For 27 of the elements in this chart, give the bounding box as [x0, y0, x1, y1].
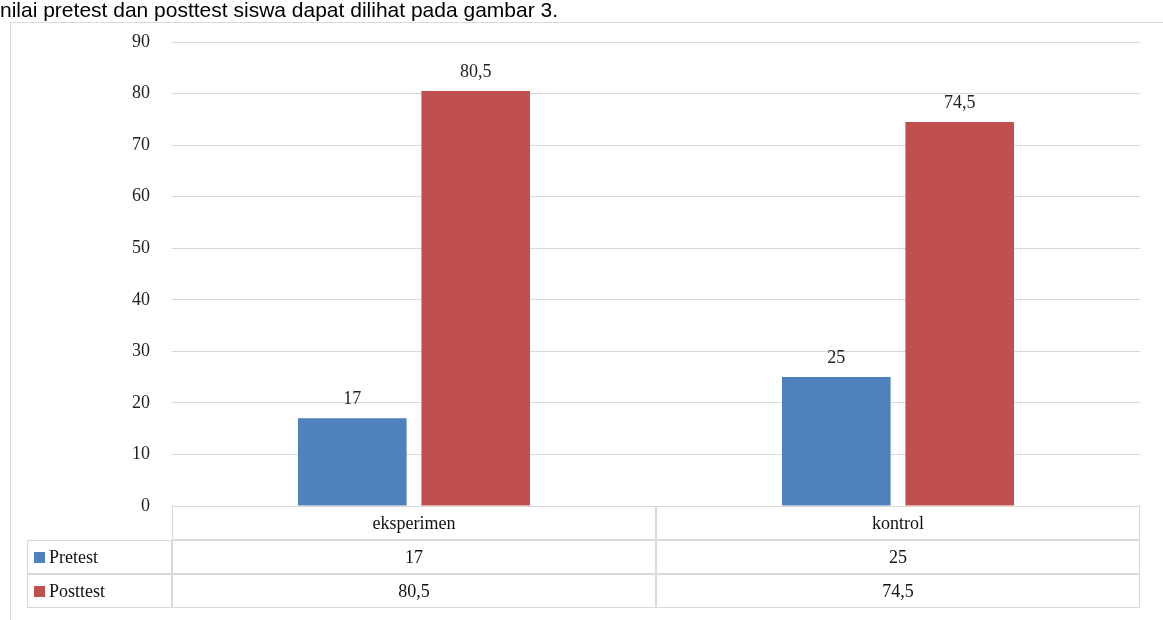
y-tick-label: 40: [132, 288, 150, 309]
text: 80,5: [459, 60, 492, 81]
y-tick-label: 10: [132, 443, 150, 464]
text: 25: [827, 346, 846, 367]
data-label: 17: [172, 540, 656, 574]
y-tick-label: 70: [132, 133, 150, 154]
bar: [781, 377, 891, 506]
legend-label: Pretest: [49, 546, 98, 568]
y-tick-label: 60: [132, 185, 150, 206]
data-label: 25: [656, 540, 1140, 574]
x-tick-label: eksperimen: [172, 506, 656, 540]
y-tick-label: 0: [141, 494, 150, 515]
data-label: 74,5: [656, 574, 1140, 608]
bar: [297, 418, 407, 506]
y-tick-label: 50: [132, 236, 150, 257]
y-tick-label: 80: [132, 82, 150, 103]
y-tick-label: 20: [132, 391, 150, 412]
y-tick-label: 30: [132, 340, 150, 361]
text: 17: [343, 388, 362, 409]
legend-label: Posttest: [49, 580, 106, 602]
text: nilai pretest dan posttest siswa dapat dilihat pada gambar 3.: [0, 0, 559, 21]
x-tick-label: kontrol: [656, 506, 1140, 540]
text: 74,5: [943, 91, 976, 112]
y-tick-label: 90: [132, 30, 150, 51]
bar: [421, 90, 531, 506]
bar: [905, 121, 1015, 506]
data-label: 80,5: [172, 574, 656, 608]
